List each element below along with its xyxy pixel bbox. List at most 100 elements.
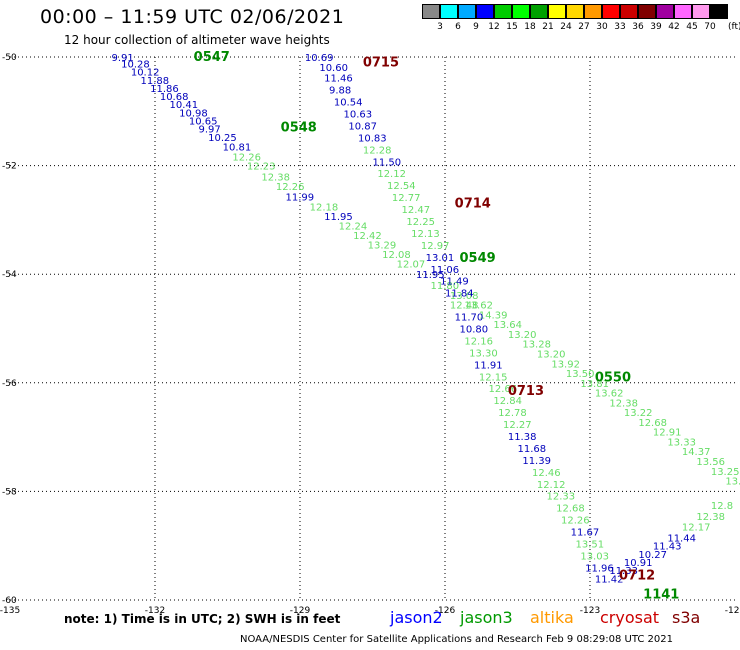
wave-height-label: 12.24 — [339, 221, 368, 232]
pass-time-labels: 0547 0548 0715 0714 0549 0713 0550 0712 1141 — [194, 50, 680, 603]
wave-height-label: 12.97 — [421, 241, 450, 252]
wave-height-label: 10.98 — [179, 108, 208, 119]
footer-note: note: 1) Time is in UTC; 2) SWH is in fe… — [64, 612, 341, 626]
wave-height-label: 10.25 — [208, 133, 237, 144]
color-scale-cell — [440, 4, 458, 19]
color-scale-label: 33 — [614, 22, 626, 32]
x-tick-label: -126 — [435, 606, 456, 616]
wave-height-label: 12.26 — [232, 152, 261, 163]
wave-height-label: 10.12 — [131, 68, 160, 79]
wave-height-label: 11.68 — [518, 444, 547, 455]
color-scale-label: 24 — [560, 22, 572, 32]
pass-time-label: 0550 — [595, 370, 631, 385]
wave-height-label: 12.12 — [537, 480, 566, 491]
chart-title: 00:00 – 11:59 UTC 02/06/2021 — [40, 6, 345, 28]
color-scale-cell — [566, 4, 584, 19]
wave-height-label: 13.01 — [426, 253, 455, 264]
wave-height-label: 13.62 — [464, 301, 493, 312]
color-scale-cell — [710, 4, 728, 19]
color-scale-cell — [494, 4, 512, 19]
wave-height-label: 11.70 — [455, 313, 484, 324]
wave-height-label: 12.8 — [711, 501, 733, 512]
pass-time-label: 0713 — [508, 384, 544, 399]
y-tick-label: -54 — [2, 270, 17, 280]
pass-time-label: 0547 — [194, 50, 230, 65]
pass-time-label: 0715 — [363, 55, 399, 70]
color-scale-label: 3 — [437, 22, 443, 32]
grid-lines — [10, 56, 735, 601]
wave-height-label: 14.39 — [479, 310, 508, 321]
wave-height-label: 10.27 — [638, 550, 667, 561]
wave-height-label: 14.37 — [682, 447, 711, 458]
wave-height-label: 13.51 — [576, 540, 605, 551]
wave-height-label: 11.96 — [585, 563, 614, 574]
legend-altika: altika — [530, 608, 574, 627]
wave-height-label: 11.46 — [324, 74, 353, 85]
wave-height-label: 10.83 — [358, 133, 387, 144]
wave-height-label: 11.43 — [653, 542, 682, 553]
wave-height-label: 10.28 — [121, 60, 150, 71]
color-scale-label: 39 — [650, 22, 662, 32]
wave-height-label: 12.77 — [392, 193, 421, 204]
wave-height-label: 11.50 — [373, 157, 402, 168]
y-tick-label: -58 — [2, 487, 17, 497]
wave-height-label: 11.39 — [522, 456, 551, 467]
wave-height-label: 12.27 — [503, 420, 532, 431]
wave-height-label: 11.42 — [595, 574, 624, 585]
color-scale-label: 18 — [524, 22, 536, 32]
color-scale-cell — [458, 4, 476, 19]
color-scale-label: 21 — [542, 22, 554, 32]
wave-height-label: 12.84 — [493, 396, 522, 407]
wave-height-label: 9.91 — [112, 53, 134, 64]
wave-height-label: 11.44 — [667, 534, 696, 545]
wave-height-label: 13.56 — [696, 457, 725, 468]
wave-height-label: 11.99 — [286, 193, 315, 204]
wave-height-label: 12.48 — [450, 301, 479, 312]
color-scale-label: 30 — [596, 22, 608, 32]
wave-height-label: 11.06 — [431, 265, 460, 276]
legend-cryosat: cryosat — [600, 608, 660, 627]
color-scale-cell — [620, 4, 638, 19]
wave-height-label: 12.54 — [387, 181, 416, 192]
color-scale-label: 70 — [704, 22, 716, 32]
footer-credit: NOAA/NESDIS Center for Satellite Applica… — [240, 634, 673, 645]
wave-height-label: 13.92 — [551, 359, 580, 370]
color-scale-cell — [674, 4, 692, 19]
wave-height-label: 13.25 — [711, 467, 740, 478]
wave-height-label: 10.69 — [305, 53, 334, 64]
wave-height-label: 12.16 — [464, 336, 493, 347]
y-tick-label: -52 — [2, 162, 17, 172]
wave-height-label: 11.33 — [609, 566, 638, 577]
color-scale-label: 36 — [632, 22, 644, 32]
wave-height-label: 13.28 — [522, 340, 551, 351]
color-scale-cell — [548, 4, 566, 19]
wave-height-label: 12.17 — [682, 523, 711, 534]
chart-subtitle: 12 hour collection of altimeter wave hei… — [64, 33, 330, 47]
color-scale-label: 9 — [473, 22, 479, 32]
wave-height-label: 13.22 — [624, 408, 653, 419]
wave-height-label: 10.63 — [344, 109, 373, 120]
pass-time-label: 0712 — [619, 569, 655, 584]
legend-s3a: s3a — [672, 608, 701, 627]
wave-height-label: 11.38 — [508, 432, 537, 443]
wave-height-label: 13.64 — [493, 320, 522, 331]
wave-height-label: 12.38 — [609, 398, 638, 409]
wave-height-label: 12.07 — [397, 259, 426, 270]
wave-height-label: 12.15 — [479, 372, 508, 383]
color-scale-cell — [692, 4, 710, 19]
wave-height-label: 13.20 — [508, 330, 537, 341]
wave-height-label: 12.91 — [653, 428, 682, 439]
wave-height-label: 13.50 — [566, 369, 595, 380]
wave-height-label: 10.60 — [319, 63, 348, 74]
y-tick-label: -60 — [2, 596, 17, 606]
wave-height-label: 13.81 — [580, 379, 609, 390]
wave-height-label: 12.38 — [696, 512, 725, 523]
wave-height-label: 12.33 — [547, 492, 576, 503]
wave-height-label: 13.62 — [595, 389, 624, 400]
wave-height-label: 12.47 — [402, 205, 431, 216]
wave-height-label: 9.97 — [199, 125, 221, 136]
wave-height-label: 12.68 — [556, 504, 585, 515]
wave-height-label: 12.38 — [261, 172, 290, 183]
wave-height-label: 11.84 — [445, 289, 474, 300]
